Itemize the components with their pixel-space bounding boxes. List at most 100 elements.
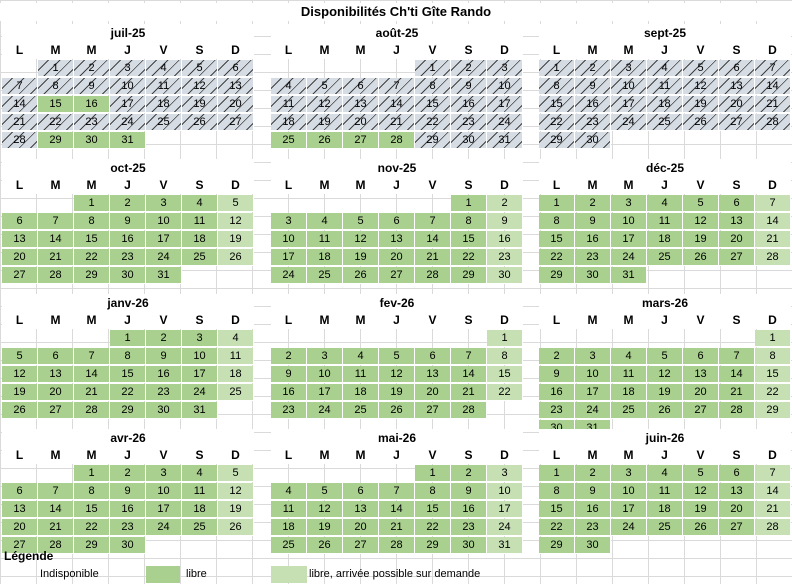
day-cell[interactable]: 10 xyxy=(487,78,523,95)
day-cell[interactable]: 25 xyxy=(218,384,254,401)
day-cell[interactable]: 2 xyxy=(74,60,110,77)
day-cell[interactable]: 19 xyxy=(683,96,719,113)
day-cell[interactable]: 6 xyxy=(415,348,451,365)
day-cell[interactable]: 1 xyxy=(451,195,487,212)
day-cell[interactable]: 13 xyxy=(719,483,755,500)
day-cell[interactable]: 29 xyxy=(38,132,74,149)
day-cell[interactable]: 24 xyxy=(182,384,218,401)
day-cell[interactable]: 23 xyxy=(271,402,307,419)
day-cell[interactable]: 29 xyxy=(539,132,575,149)
day-cell[interactable]: 14 xyxy=(415,231,451,248)
day-cell[interactable]: 24 xyxy=(611,249,647,266)
day-cell[interactable]: 15 xyxy=(38,96,74,113)
day-cell[interactable]: 2 xyxy=(271,348,307,365)
day-cell[interactable]: 28 xyxy=(719,402,755,419)
day-cell[interactable]: 10 xyxy=(146,483,182,500)
day-cell[interactable]: 22 xyxy=(74,519,110,536)
day-cell[interactable]: 26 xyxy=(647,402,683,419)
day-cell[interactable]: 26 xyxy=(218,249,254,266)
day-cell[interactable]: 22 xyxy=(415,114,451,131)
day-cell[interactable]: 24 xyxy=(146,519,182,536)
day-cell[interactable]: 5 xyxy=(343,213,379,230)
day-cell[interactable]: 9 xyxy=(487,213,523,230)
day-cell[interactable]: 2 xyxy=(575,465,611,482)
day-cell[interactable]: 1 xyxy=(110,330,146,347)
day-cell[interactable]: 12 xyxy=(218,213,254,230)
day-cell[interactable]: 19 xyxy=(683,501,719,518)
day-cell[interactable]: 23 xyxy=(487,249,523,266)
day-cell[interactable]: 24 xyxy=(575,402,611,419)
day-cell[interactable]: 23 xyxy=(110,519,146,536)
day-cell[interactable]: 31 xyxy=(487,132,523,149)
day-cell[interactable]: 12 xyxy=(2,366,38,383)
day-cell[interactable]: 27 xyxy=(719,519,755,536)
day-cell[interactable]: 11 xyxy=(218,348,254,365)
day-cell[interactable]: 18 xyxy=(343,384,379,401)
day-cell[interactable]: 25 xyxy=(182,249,218,266)
day-cell[interactable]: 3 xyxy=(110,60,146,77)
day-cell[interactable]: 20 xyxy=(379,249,415,266)
day-cell[interactable]: 20 xyxy=(2,519,38,536)
day-cell[interactable]: 17 xyxy=(575,384,611,401)
day-cell[interactable]: 28 xyxy=(755,114,791,131)
day-cell[interactable]: 6 xyxy=(719,60,755,77)
day-cell[interactable]: 6 xyxy=(2,483,38,500)
day-cell[interactable]: 12 xyxy=(379,366,415,383)
day-cell[interactable]: 6 xyxy=(683,348,719,365)
day-cell[interactable]: 30 xyxy=(110,267,146,284)
day-cell[interactable]: 21 xyxy=(74,384,110,401)
day-cell[interactable]: 10 xyxy=(611,483,647,500)
day-cell[interactable]: 7 xyxy=(74,348,110,365)
day-cell[interactable]: 9 xyxy=(451,483,487,500)
day-cell[interactable]: 28 xyxy=(38,537,74,554)
day-cell[interactable]: 30 xyxy=(451,132,487,149)
day-cell[interactable]: 10 xyxy=(307,366,343,383)
day-cell[interactable]: 15 xyxy=(415,96,451,113)
day-cell[interactable]: 8 xyxy=(110,348,146,365)
day-cell[interactable]: 16 xyxy=(451,501,487,518)
day-cell[interactable]: 3 xyxy=(611,60,647,77)
day-cell[interactable]: 5 xyxy=(379,348,415,365)
day-cell[interactable]: 8 xyxy=(539,483,575,500)
day-cell[interactable]: 4 xyxy=(182,465,218,482)
day-cell[interactable]: 9 xyxy=(575,213,611,230)
day-cell[interactable]: 16 xyxy=(110,501,146,518)
day-cell[interactable]: 12 xyxy=(683,213,719,230)
day-cell[interactable]: 14 xyxy=(74,366,110,383)
day-cell[interactable]: 6 xyxy=(38,348,74,365)
day-cell[interactable]: 23 xyxy=(575,519,611,536)
day-cell[interactable]: 9 xyxy=(146,348,182,365)
day-cell[interactable]: 29 xyxy=(415,132,451,149)
day-cell[interactable]: 22 xyxy=(38,114,74,131)
day-cell[interactable]: 16 xyxy=(74,96,110,113)
day-cell[interactable]: 10 xyxy=(575,366,611,383)
day-cell[interactable]: 23 xyxy=(110,249,146,266)
day-cell[interactable]: 21 xyxy=(755,96,791,113)
day-cell[interactable]: 25 xyxy=(647,519,683,536)
day-cell[interactable]: 17 xyxy=(110,96,146,113)
day-cell[interactable]: 24 xyxy=(271,267,307,284)
day-cell[interactable]: 7 xyxy=(379,483,415,500)
day-cell[interactable]: 31 xyxy=(611,267,647,284)
day-cell[interactable]: 1 xyxy=(539,195,575,212)
day-cell[interactable]: 23 xyxy=(451,114,487,131)
day-cell[interactable]: 18 xyxy=(647,501,683,518)
day-cell[interactable]: 18 xyxy=(611,384,647,401)
day-cell[interactable]: 29 xyxy=(539,537,575,554)
day-cell[interactable]: 4 xyxy=(647,60,683,77)
day-cell[interactable]: 14 xyxy=(2,96,38,113)
day-cell[interactable]: 29 xyxy=(74,537,110,554)
day-cell[interactable]: 21 xyxy=(755,501,791,518)
day-cell[interactable]: 19 xyxy=(683,231,719,248)
day-cell[interactable]: 2 xyxy=(146,330,182,347)
day-cell[interactable]: 25 xyxy=(182,519,218,536)
day-cell[interactable]: 19 xyxy=(307,519,343,536)
day-cell[interactable]: 7 xyxy=(451,348,487,365)
day-cell[interactable]: 12 xyxy=(647,366,683,383)
day-cell[interactable]: 7 xyxy=(415,213,451,230)
day-cell[interactable]: 19 xyxy=(379,384,415,401)
day-cell[interactable]: 1 xyxy=(415,60,451,77)
day-cell[interactable]: 6 xyxy=(2,213,38,230)
day-cell[interactable]: 26 xyxy=(2,402,38,419)
day-cell[interactable]: 20 xyxy=(38,384,74,401)
